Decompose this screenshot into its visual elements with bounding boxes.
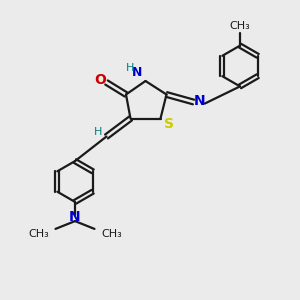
Text: N: N <box>132 66 142 79</box>
Text: CH₃: CH₃ <box>230 21 250 32</box>
Text: N: N <box>69 210 81 224</box>
Text: CH₃: CH₃ <box>101 229 122 239</box>
Text: O: O <box>94 73 106 87</box>
Text: N: N <box>194 94 205 107</box>
Text: CH₃: CH₃ <box>28 229 49 239</box>
Text: S: S <box>164 117 174 131</box>
Text: H: H <box>94 127 102 137</box>
Text: H: H <box>126 63 134 73</box>
